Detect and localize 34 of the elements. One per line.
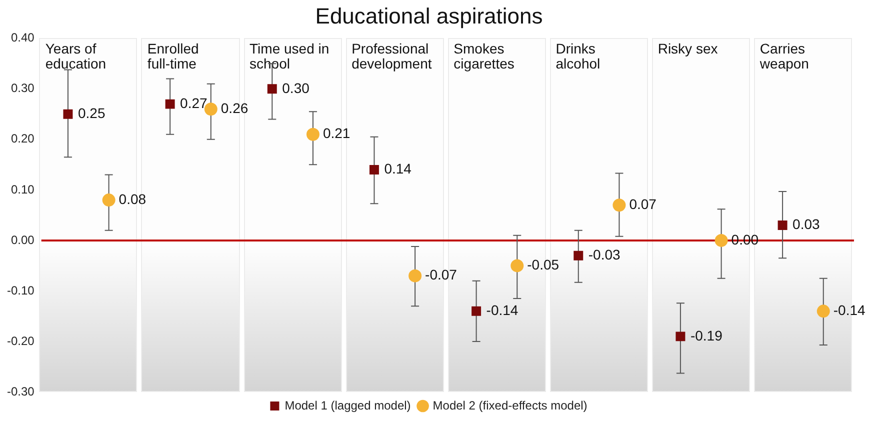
chart-title: Educational aspirations bbox=[315, 3, 543, 28]
data-label: -0.07 bbox=[425, 266, 458, 283]
data-label: -0.14 bbox=[486, 302, 518, 318]
x-tick-label: Drinks alcohol bbox=[556, 40, 600, 72]
x-tick-label: Enrolled full-time bbox=[147, 40, 199, 72]
data-label: 0.07 bbox=[629, 196, 657, 212]
data-label: 0.08 bbox=[118, 190, 146, 207]
data-label: 0.26 bbox=[220, 100, 248, 116]
data-label: -0.19 bbox=[690, 327, 723, 344]
data-label: 0.14 bbox=[384, 160, 412, 177]
y-tick-label: 0.20 bbox=[10, 132, 35, 146]
y-tick-label: 0.30 bbox=[10, 81, 35, 96]
data-label: -0.14 bbox=[833, 302, 866, 318]
x-tick-label: Carries weapon bbox=[758, 40, 809, 72]
x-tick-label: Years of education bbox=[45, 40, 106, 72]
y-tick-label: 0.40 bbox=[10, 30, 35, 45]
y-tick-label: 0.00 bbox=[10, 232, 35, 247]
data-label: 0.21 bbox=[322, 125, 350, 142]
x-tick-label: Risky sex bbox=[658, 40, 718, 56]
legend-label: Model 1 (lagged model) bbox=[284, 398, 411, 412]
data-label: -0.03 bbox=[588, 246, 621, 262]
y-tick-label: -0.30 bbox=[6, 384, 35, 398]
y-tick-label: -0.20 bbox=[6, 334, 35, 348]
data-label: 0.25 bbox=[78, 105, 106, 122]
data-label: 0.30 bbox=[282, 80, 310, 96]
x-tick-label: Professional development bbox=[352, 40, 432, 72]
data-label: 0.27 bbox=[180, 94, 208, 111]
y-tick-label: -0.10 bbox=[6, 283, 35, 298]
x-tick-label: Time used in school bbox=[250, 40, 330, 72]
data-label: -0.05 bbox=[527, 256, 560, 273]
y-tick-label: 0.10 bbox=[10, 182, 35, 196]
x-tick-label: Smokes cigarettes bbox=[454, 40, 514, 72]
data-label: 0.03 bbox=[792, 216, 820, 232]
legend-label: Model 2 (fixed-effects model) bbox=[432, 398, 588, 412]
